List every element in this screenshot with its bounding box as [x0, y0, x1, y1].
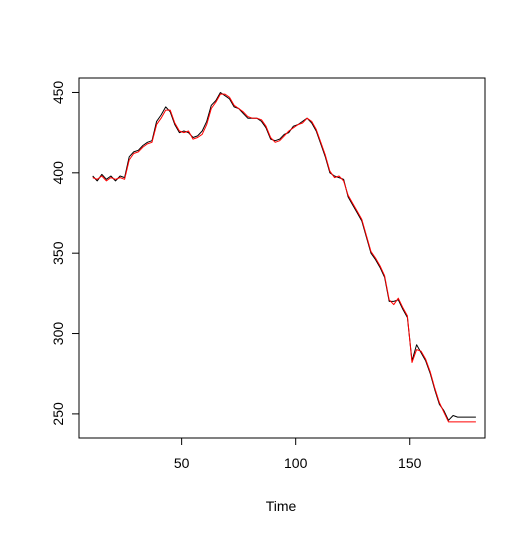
x-tick-label: 150: [398, 455, 422, 471]
y-tick-label: 250: [50, 402, 66, 426]
y-tick-label: 350: [50, 241, 66, 265]
y-axis: 250 300 350 400 450: [50, 81, 80, 426]
x-tick-label: 50: [174, 455, 190, 471]
y-tick-label: 450: [50, 81, 66, 105]
y-tick-label: 400: [50, 161, 66, 185]
x-tick-label: 100: [284, 455, 308, 471]
series-line-red: [92, 93, 476, 423]
plot-frame: [78, 77, 486, 439]
x-axis-title: Time: [266, 498, 297, 514]
x-axis: 50 100 150: [174, 437, 422, 471]
series-line-black: [92, 92, 476, 421]
series-layer: [92, 92, 476, 423]
y-tick-label: 300: [50, 322, 66, 346]
